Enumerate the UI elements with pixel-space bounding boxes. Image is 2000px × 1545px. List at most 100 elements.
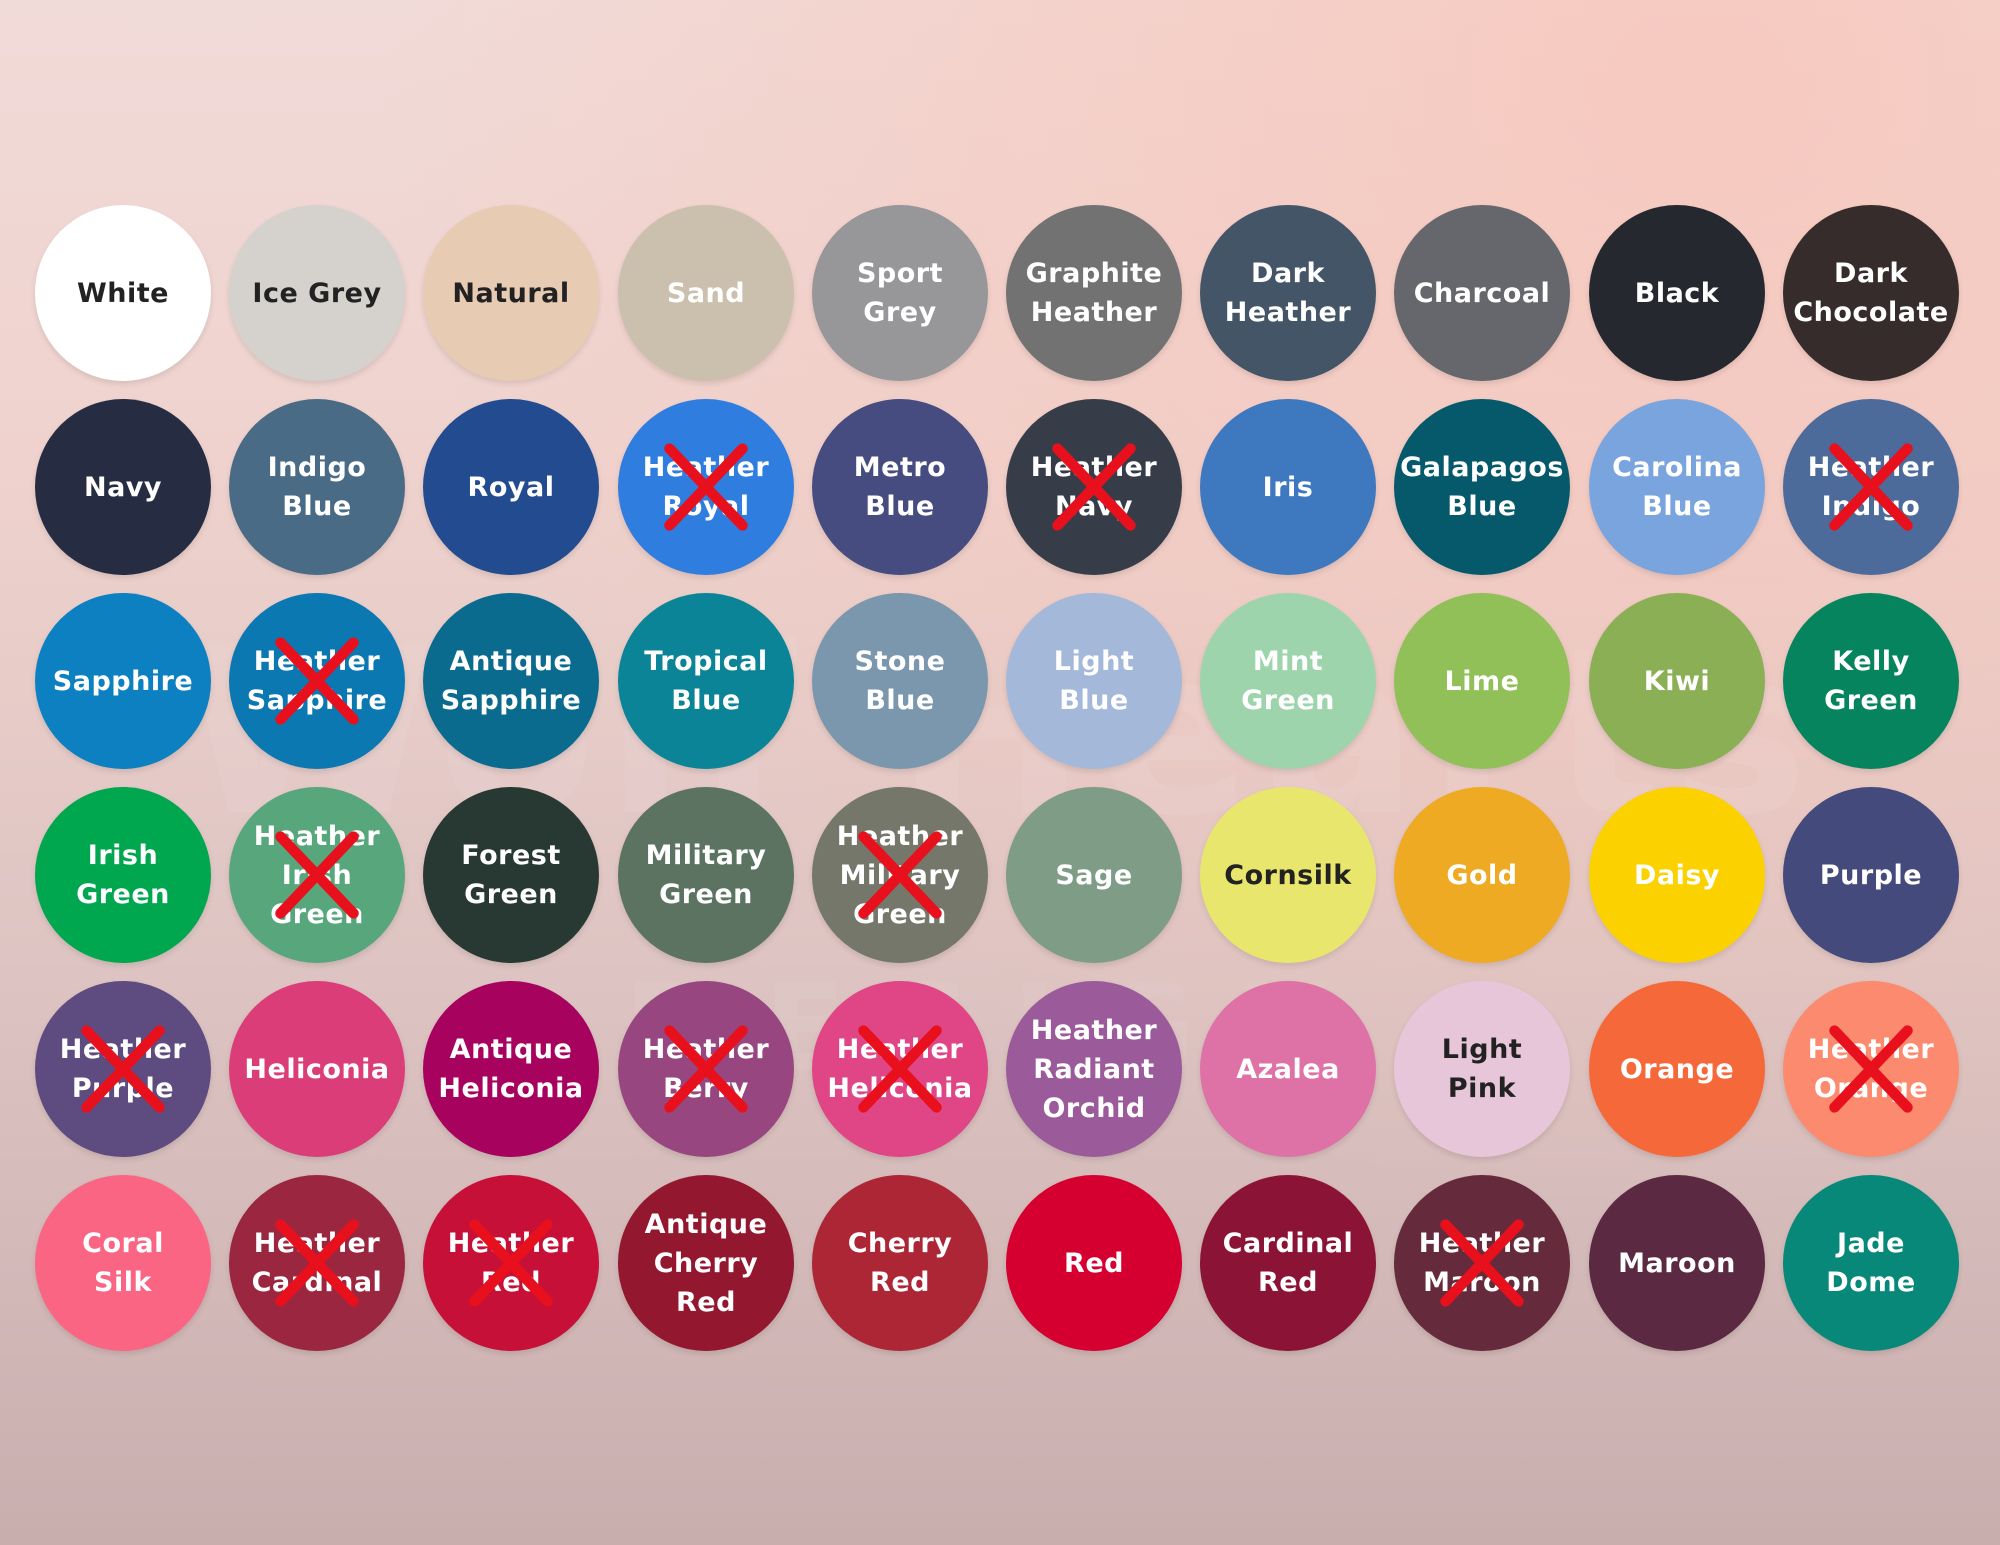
- swatch-label: Light Blue: [1053, 646, 1135, 716]
- color-swatch[interactable]: Heather Orange: [1783, 981, 1959, 1157]
- color-swatch[interactable]: Dark Heather: [1200, 205, 1376, 381]
- color-swatch[interactable]: Antique Sapphire: [423, 593, 599, 769]
- swatch-label: Heather Irish Green: [253, 820, 381, 930]
- color-swatch[interactable]: Azalea: [1200, 981, 1376, 1157]
- swatch-label: Irish Green: [76, 840, 170, 910]
- swatch-label: Royal: [467, 471, 555, 503]
- swatch-label: Heather Navy: [1030, 452, 1158, 522]
- color-swatch[interactable]: Graphite Heather: [1006, 205, 1182, 381]
- color-swatch[interactable]: Gold: [1394, 787, 1570, 963]
- color-swatch[interactable]: Heather Heliconia: [812, 981, 988, 1157]
- color-swatch[interactable]: Heather Red: [423, 1175, 599, 1351]
- color-swatch[interactable]: Maroon: [1589, 1175, 1765, 1351]
- swatch-label: Heather Cardinal: [251, 1228, 383, 1298]
- swatch-label: Antique Cherry Red: [644, 1208, 768, 1318]
- color-swatch[interactable]: Sapphire: [35, 593, 211, 769]
- color-swatch[interactable]: Carolina Blue: [1589, 399, 1765, 575]
- swatch-label: Heather Radiant Orchid: [1030, 1014, 1158, 1124]
- swatch-label: Heather Red: [447, 1228, 575, 1298]
- color-swatch[interactable]: Cornsilk: [1200, 787, 1376, 963]
- color-swatch[interactable]: Dark Chocolate: [1783, 205, 1959, 381]
- swatch-label: Sage: [1055, 859, 1133, 891]
- color-swatch[interactable]: Iris: [1200, 399, 1376, 575]
- color-swatch[interactable]: Tropical Blue: [618, 593, 794, 769]
- color-swatch[interactable]: Red: [1006, 1175, 1182, 1351]
- color-swatch[interactable]: Heliconia: [229, 981, 405, 1157]
- color-swatch[interactable]: Mint Green: [1200, 593, 1376, 769]
- swatch-label: Heather Purple: [59, 1034, 187, 1104]
- swatch-label: Heather Indigo: [1807, 452, 1935, 522]
- swatch-label: Heather Royal: [642, 452, 770, 522]
- swatch-label: Daisy: [1633, 859, 1721, 891]
- swatch-label: Purple: [1819, 859, 1923, 891]
- swatch-label: Dark Heather: [1224, 258, 1352, 328]
- color-swatch[interactable]: Heather Royal: [618, 399, 794, 575]
- color-swatch[interactable]: Ice Grey: [229, 205, 405, 381]
- swatch-label: Indigo Blue: [267, 452, 367, 522]
- swatch-label: Kelly Green: [1824, 646, 1918, 716]
- color-swatch[interactable]: Light Pink: [1394, 981, 1570, 1157]
- swatch-label: Mint Green: [1241, 646, 1335, 716]
- swatch-label: Gold: [1446, 859, 1518, 891]
- color-swatch[interactable]: Indigo Blue: [229, 399, 405, 575]
- color-swatch[interactable]: Charcoal: [1394, 205, 1570, 381]
- color-swatch[interactable]: Black: [1589, 205, 1765, 381]
- color-swatch[interactable]: Heather Purple: [35, 981, 211, 1157]
- color-swatch[interactable]: Heather Irish Green: [229, 787, 405, 963]
- color-swatch[interactable]: Metro Blue: [812, 399, 988, 575]
- color-swatch[interactable]: White: [35, 205, 211, 381]
- color-swatch[interactable]: Heather Military Green: [812, 787, 988, 963]
- color-swatch[interactable]: Heather Sapphire: [229, 593, 405, 769]
- color-swatch[interactable]: Natural: [423, 205, 599, 381]
- swatch-label: Military Green: [645, 840, 767, 910]
- color-swatch[interactable]: Royal: [423, 399, 599, 575]
- color-swatch[interactable]: Lime: [1394, 593, 1570, 769]
- swatch-label: Heliconia: [244, 1053, 390, 1085]
- swatch-label: Forest Green: [461, 840, 561, 910]
- color-swatch[interactable]: Sand: [618, 205, 794, 381]
- color-swatch[interactable]: Galapagos Blue: [1394, 399, 1570, 575]
- color-swatch[interactable]: Coral Silk: [35, 1175, 211, 1351]
- swatch-label: Iris: [1262, 471, 1314, 503]
- swatch-label: Light Pink: [1441, 1034, 1523, 1104]
- color-swatch[interactable]: Stone Blue: [812, 593, 988, 769]
- color-swatch[interactable]: Kiwi: [1589, 593, 1765, 769]
- swatch-label: Kiwi: [1643, 665, 1711, 697]
- swatch-label: Orange: [1619, 1053, 1735, 1085]
- swatch-label: Tropical Blue: [644, 646, 768, 716]
- color-swatch[interactable]: Heather Indigo: [1783, 399, 1959, 575]
- swatch-label: Cornsilk: [1224, 859, 1352, 891]
- swatch-label: Red: [1064, 1247, 1124, 1279]
- color-swatch[interactable]: Heather Navy: [1006, 399, 1182, 575]
- color-swatch[interactable]: Jade Dome: [1783, 1175, 1959, 1351]
- color-swatch[interactable]: Purple: [1783, 787, 1959, 963]
- swatch-label: Heather Military Green: [836, 820, 964, 930]
- color-swatch[interactable]: Kelly Green: [1783, 593, 1959, 769]
- swatch-label: Heather Sapphire: [246, 646, 388, 716]
- swatch-label: Black: [1634, 277, 1720, 309]
- color-swatch[interactable]: Heather Berry: [618, 981, 794, 1157]
- color-swatch[interactable]: Military Green: [618, 787, 794, 963]
- color-swatch[interactable]: Navy: [35, 399, 211, 575]
- color-swatch[interactable]: Sport Grey: [812, 205, 988, 381]
- color-swatch[interactable]: Heather Maroon: [1394, 1175, 1570, 1351]
- color-swatch[interactable]: Cardinal Red: [1200, 1175, 1376, 1351]
- swatch-label: Sapphire: [52, 665, 194, 697]
- swatch-label: Jade Dome: [1826, 1228, 1916, 1298]
- swatch-label: Azalea: [1236, 1053, 1340, 1085]
- color-swatch[interactable]: Sage: [1006, 787, 1182, 963]
- color-swatch[interactable]: Antique Cherry Red: [618, 1175, 794, 1351]
- color-swatch[interactable]: Forest Green: [423, 787, 599, 963]
- swatch-label: Heather Maroon: [1418, 1228, 1546, 1298]
- color-swatch[interactable]: Light Blue: [1006, 593, 1182, 769]
- swatch-label: Cherry Red: [847, 1228, 953, 1298]
- color-swatch[interactable]: Antique Heliconia: [423, 981, 599, 1157]
- color-swatch[interactable]: Daisy: [1589, 787, 1765, 963]
- swatch-label: Cardinal Red: [1222, 1228, 1354, 1298]
- color-swatch[interactable]: Irish Green: [35, 787, 211, 963]
- color-swatch[interactable]: Cherry Red: [812, 1175, 988, 1351]
- color-swatch[interactable]: Orange: [1589, 981, 1765, 1157]
- color-swatch[interactable]: Heather Cardinal: [229, 1175, 405, 1351]
- color-swatch[interactable]: Heather Radiant Orchid: [1006, 981, 1182, 1157]
- swatch-label: Antique Heliconia: [438, 1034, 584, 1104]
